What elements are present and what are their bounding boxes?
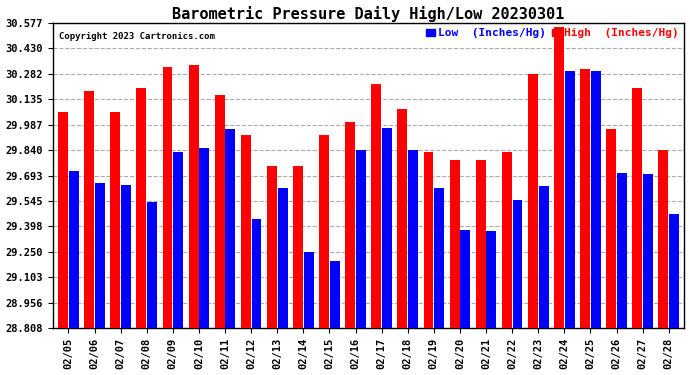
Bar [241,135,250,328]
Bar [502,152,512,328]
Bar [319,135,329,328]
Bar [252,219,262,328]
Bar [356,150,366,328]
Bar [173,152,183,328]
Legend: Low  (Inches/Hg), High  (Inches/Hg): Low (Inches/Hg), High (Inches/Hg) [426,28,679,38]
Bar [486,231,496,328]
Bar [669,214,679,328]
Bar [408,150,418,328]
Bar [188,65,199,328]
Bar [215,95,225,328]
Bar [277,188,288,328]
Text: Copyright 2023 Cartronics.com: Copyright 2023 Cartronics.com [59,32,215,41]
Bar [110,112,120,328]
Bar [137,88,146,328]
Bar [591,70,601,328]
Bar [580,69,590,328]
Bar [199,148,209,328]
Bar [345,123,355,328]
Bar [476,160,486,328]
Bar [617,172,627,328]
Bar [450,160,460,328]
Bar [293,166,303,328]
Bar [330,261,339,328]
Bar [58,112,68,328]
Bar [382,128,392,328]
Bar [434,188,444,328]
Bar [226,129,235,328]
Bar [539,186,549,328]
Bar [554,27,564,328]
Bar [267,166,277,328]
Bar [528,74,538,328]
Bar [632,88,642,328]
Bar [424,152,433,328]
Bar [121,184,131,328]
Bar [84,92,94,328]
Bar [304,252,314,328]
Bar [658,150,669,328]
Bar [643,174,653,328]
Bar [513,200,522,328]
Bar [397,109,407,328]
Bar [460,230,471,328]
Bar [69,171,79,328]
Bar [607,129,616,328]
Bar [147,202,157,328]
Bar [95,183,105,328]
Bar [565,70,575,328]
Bar [163,67,172,328]
Bar [371,84,382,328]
Title: Barometric Pressure Daily High/Low 20230301: Barometric Pressure Daily High/Low 20230… [172,6,565,21]
